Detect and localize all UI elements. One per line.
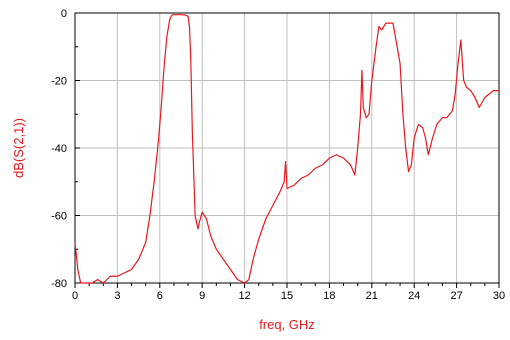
x-tick-label: 12 <box>238 290 250 302</box>
y-tick-label: -40 <box>51 143 67 155</box>
x-tick-label: 3 <box>114 290 120 302</box>
ticks <box>74 12 500 288</box>
y-axis-title: dB(S(2,1)) <box>11 118 26 178</box>
x-tick-label: 6 <box>157 290 163 302</box>
tick-labels: 0 3 6 9 12 15 18 21 24 27 30 0 -20 -40 -60 -80 <box>51 8 505 302</box>
plot-frame <box>74 12 500 284</box>
x-tick-label: 30 <box>493 290 505 302</box>
x-axis-title: freq, GHz <box>259 317 315 332</box>
series <box>74 14 499 284</box>
x-tick-label: 9 <box>199 290 205 302</box>
x-tick-label: 18 <box>323 290 335 302</box>
x-tick-label: 15 <box>281 290 293 302</box>
x-tick-label: 0 <box>72 290 78 302</box>
x-tick-label: 21 <box>366 290 378 302</box>
y-tick-label: -80 <box>51 278 67 290</box>
y-tick-label: -20 <box>51 76 67 88</box>
x-tick-label: 27 <box>450 290 462 302</box>
grid <box>74 12 500 284</box>
x-tick-label: 24 <box>408 290 420 302</box>
y-tick-label: -60 <box>51 211 67 223</box>
series-line <box>74 14 499 284</box>
y-tick-label: 0 <box>61 8 67 20</box>
